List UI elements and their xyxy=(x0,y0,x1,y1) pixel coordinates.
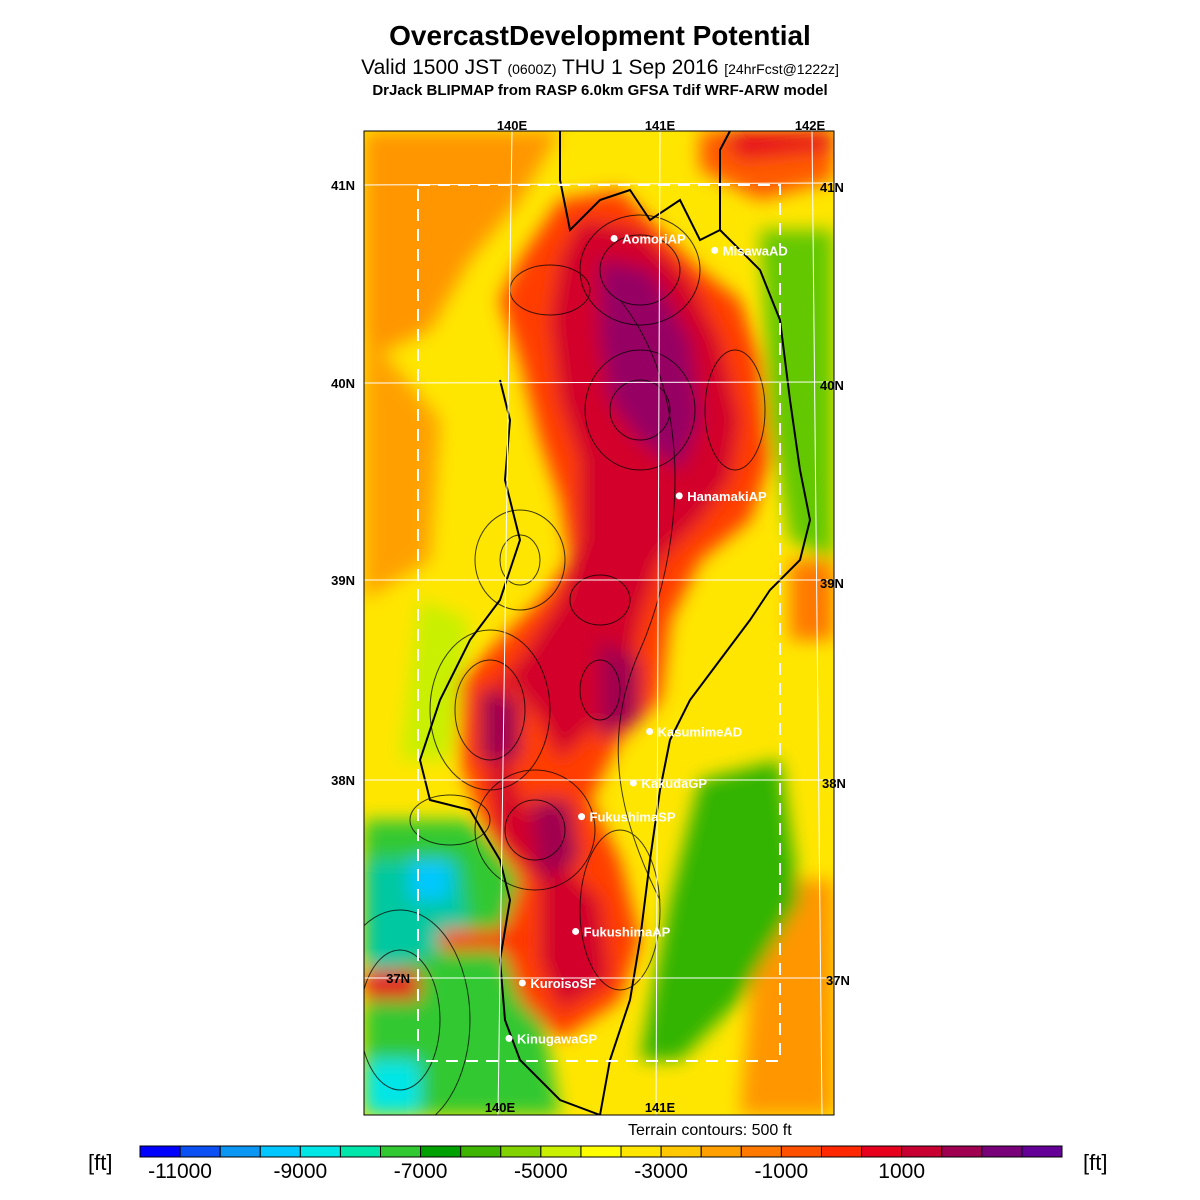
model-description: DrJack BLIPMAP from RASP 6.0km GFSA Tdif… xyxy=(372,82,828,99)
colorbar-tick-label: -1000 xyxy=(755,1160,809,1183)
site-label: FukushimaSP xyxy=(590,810,676,825)
lat-label-left-39n: 39N xyxy=(331,573,355,588)
colorbar-swatch xyxy=(179,1145,221,1158)
lat-label-left-41n: 41N xyxy=(331,178,355,193)
colorbar-tick-label: -5000 xyxy=(514,1160,568,1183)
colorbar-swatch xyxy=(259,1145,301,1158)
lat-label-right-37n: 37N xyxy=(826,973,850,988)
graticule xyxy=(364,131,834,1115)
colorbar-unit-left: [ft] xyxy=(88,1150,113,1175)
colorbar-unit-right: [ft] xyxy=(1083,1150,1108,1175)
colorbar-tick-label: -11000 xyxy=(148,1160,212,1183)
map-frame xyxy=(363,130,835,1116)
valid-zulu: (0600Z) xyxy=(507,61,557,77)
colorbar-swatch xyxy=(460,1145,502,1158)
lat-label-left-37n: 37N xyxy=(386,971,410,986)
colorbar-tick-label: 1000 xyxy=(878,1160,925,1183)
site-marker-dot xyxy=(629,779,637,787)
lat-label-right-41n: 41N xyxy=(820,180,844,195)
colorbar-swatch xyxy=(1021,1145,1063,1158)
colorbar-tick-label: -3000 xyxy=(634,1160,688,1183)
colorbar-tick-label: -7000 xyxy=(394,1160,448,1183)
colorbar-swatch xyxy=(700,1145,742,1158)
site-label: KuroisoSF xyxy=(530,976,596,991)
colorbar-swatch xyxy=(901,1145,943,1158)
terrain-contour-note: Terrain contours: 500 ft xyxy=(628,1122,792,1139)
lon-label-bottom-140e: 140E xyxy=(485,1100,516,1115)
lon-label-top-142e: 142E xyxy=(795,118,826,133)
colorbar-tick-label: -9000 xyxy=(273,1160,327,1183)
colorbar-swatch xyxy=(941,1145,983,1158)
lon-label-top-140e: 140E xyxy=(497,118,528,133)
site-label: KinugawaGP xyxy=(517,1031,598,1046)
site-label: KasumimeAD xyxy=(658,724,743,739)
colorbar-swatch xyxy=(620,1145,662,1158)
site-label: FukushimaAP xyxy=(584,924,671,939)
site-marker-dot xyxy=(711,246,719,254)
colorbar-swatch xyxy=(500,1145,542,1158)
colorbar-swatch xyxy=(780,1145,822,1158)
site-marker-dot xyxy=(675,492,683,500)
site-label: AomoriAP xyxy=(622,231,686,246)
colorbar-swatch xyxy=(420,1145,462,1158)
site-marker-dot xyxy=(572,927,580,935)
colorbar-swatch xyxy=(139,1145,181,1158)
colorbar-swatch xyxy=(380,1145,422,1158)
colorbar-swatch xyxy=(660,1145,702,1158)
colorbar-swatch xyxy=(339,1145,382,1158)
lon-label-bottom-141e: 141E xyxy=(645,1100,676,1115)
lat-label-left-38n: 38N xyxy=(331,773,355,788)
colorbar-swatch xyxy=(299,1145,341,1158)
terrain-contours xyxy=(364,214,766,1115)
site-label: KakudaGP xyxy=(641,776,707,791)
site-markers: AomoriAP MisawaAD HanamakiAP KasumimeAD Kaku… xyxy=(505,231,788,1046)
map-title: OvercastDevelopment Potential xyxy=(389,20,811,51)
site-marker-dot xyxy=(610,234,618,242)
site-marker-dot xyxy=(646,727,654,735)
site-label: HanamakiAP xyxy=(687,489,767,504)
colorbar-swatch xyxy=(540,1145,582,1158)
lon-label-top-141e: 141E xyxy=(645,118,676,133)
site-marker-dot xyxy=(518,979,526,987)
valid-time: Valid 1500 JST (0600Z) THU 1 Sep 2016 [2… xyxy=(0,56,1200,80)
lat-label-left-40n: 40N xyxy=(331,376,355,391)
lat-label-right-40n: 40N xyxy=(820,378,844,393)
site-marker-dot xyxy=(578,813,586,821)
colorbar-swatch xyxy=(981,1145,1023,1158)
colorbar-swatch xyxy=(820,1145,863,1158)
lat-label-right-38n: 38N xyxy=(822,776,846,791)
colorbar-swatch xyxy=(580,1145,622,1158)
site-label: MisawaAD xyxy=(723,243,788,258)
forecast-tag: [24hrFcst@1222z] xyxy=(724,61,839,77)
valid-prefix: Valid 1500 JST xyxy=(361,56,508,79)
lat-label-right-39n: 39N xyxy=(820,576,844,591)
site-marker-dot xyxy=(505,1034,513,1042)
colorbar-swatch xyxy=(740,1145,782,1158)
colorbar-swatch xyxy=(861,1145,903,1158)
heatmap-field: AomoriAP MisawaAD HanamakiAP KasumimeAD Kaku… xyxy=(364,131,834,1115)
colorbar-swatch xyxy=(219,1145,261,1158)
inner-domain-box xyxy=(417,184,781,1062)
valid-date: THU 1 Sep 2016 xyxy=(556,56,725,79)
